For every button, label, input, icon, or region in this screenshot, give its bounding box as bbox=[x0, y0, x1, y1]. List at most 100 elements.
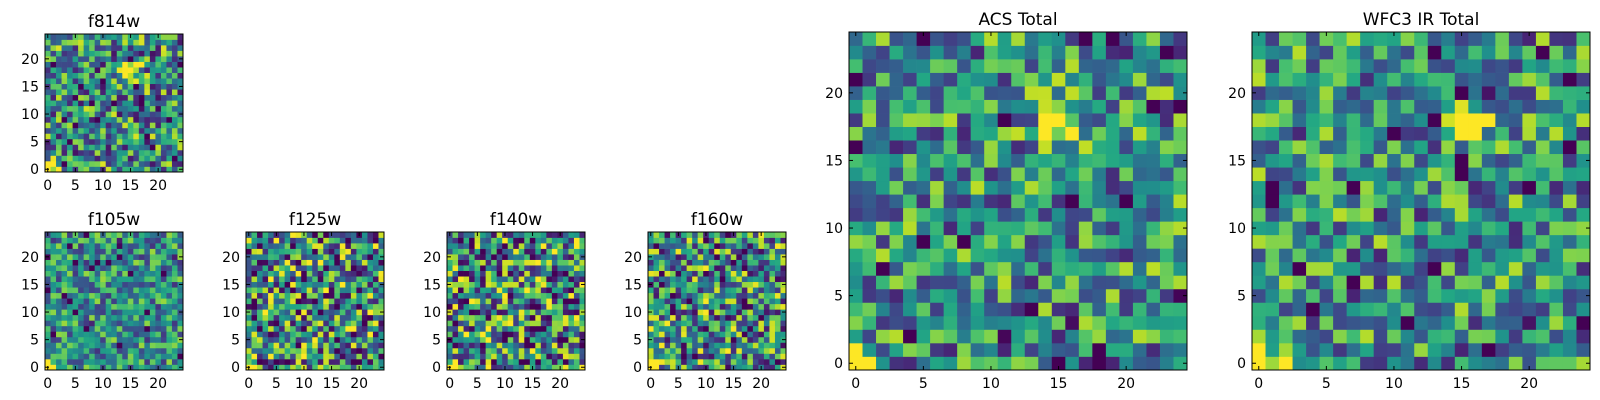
heatmap-cell bbox=[67, 358, 73, 365]
heatmap-cell bbox=[149, 67, 156, 73]
heatmap-cell bbox=[681, 232, 687, 238]
heatmap-cell bbox=[659, 309, 665, 316]
heatmap-cell bbox=[67, 50, 73, 57]
heatmap-cell bbox=[378, 270, 385, 277]
heatmap-cell bbox=[273, 303, 280, 310]
heatmap-cell bbox=[1481, 342, 1496, 357]
heatmap-cell bbox=[317, 259, 324, 266]
heatmap-cell bbox=[127, 342, 134, 349]
heatmap-cell bbox=[480, 325, 486, 332]
heatmap-cell bbox=[670, 287, 676, 294]
heatmap-cell bbox=[984, 315, 999, 330]
heatmap-cell bbox=[1306, 248, 1320, 263]
heatmap-cell bbox=[546, 287, 553, 294]
heatmap-cell bbox=[725, 270, 732, 277]
heatmap-cell bbox=[518, 292, 525, 299]
heatmap-cell bbox=[78, 314, 84, 321]
heatmap-cell bbox=[67, 45, 73, 51]
heatmap-cell bbox=[889, 356, 904, 371]
heatmap-cell bbox=[579, 259, 586, 266]
heatmap-cell bbox=[970, 261, 985, 276]
heatmap-cell bbox=[323, 298, 330, 305]
heatmap-cell bbox=[295, 259, 302, 266]
heatmap-cell bbox=[1522, 126, 1537, 141]
heatmap-cell bbox=[1508, 234, 1523, 249]
heatmap-cell bbox=[469, 232, 475, 238]
heatmap-cell bbox=[306, 336, 313, 343]
heatmap-cell bbox=[502, 320, 509, 327]
heatmap-cell bbox=[1092, 113, 1107, 127]
heatmap-cell bbox=[930, 207, 944, 222]
heatmap-cell bbox=[122, 303, 129, 310]
heatmap-cell bbox=[1441, 356, 1456, 371]
heatmap-cell bbox=[45, 353, 51, 360]
heatmap-cell bbox=[83, 292, 90, 299]
heatmap-cell bbox=[133, 116, 140, 123]
heatmap-cell bbox=[1495, 329, 1510, 344]
x-tick-label: 10 bbox=[94, 178, 112, 194]
heatmap-cell bbox=[719, 314, 726, 321]
heatmap-cell bbox=[670, 353, 676, 360]
heatmap-cell bbox=[144, 303, 151, 310]
heatmap-cell bbox=[579, 243, 586, 249]
heatmap-cell bbox=[1105, 342, 1120, 357]
heatmap-cell bbox=[1360, 72, 1375, 87]
heatmap-cell bbox=[943, 207, 958, 222]
heatmap-cell bbox=[328, 358, 335, 365]
heatmap-cell bbox=[849, 140, 863, 155]
heatmap-cell bbox=[540, 281, 547, 288]
heatmap-cell bbox=[177, 243, 184, 249]
heatmap-cell bbox=[149, 259, 156, 266]
heatmap-cell bbox=[295, 320, 302, 327]
heatmap-cell bbox=[67, 100, 73, 107]
heatmap-cell bbox=[653, 281, 660, 288]
heatmap-cell bbox=[1119, 99, 1134, 114]
heatmap-cell bbox=[463, 287, 470, 294]
heatmap-cell bbox=[725, 248, 732, 255]
heatmap-cell bbox=[339, 320, 346, 327]
panel-title: f140w bbox=[490, 210, 542, 230]
heatmap-cell bbox=[719, 243, 726, 249]
heatmap-cell bbox=[144, 34, 151, 40]
heatmap-cell bbox=[708, 364, 715, 371]
heatmap-cell bbox=[72, 144, 79, 151]
heatmap-cell bbox=[957, 221, 972, 236]
heatmap-cell bbox=[474, 347, 481, 354]
heatmap-cell bbox=[1292, 113, 1307, 127]
heatmap-cell bbox=[1414, 302, 1429, 317]
heatmap-cell bbox=[166, 254, 173, 260]
heatmap-cell bbox=[862, 221, 877, 236]
heatmap-cell bbox=[518, 281, 525, 288]
heatmap-cell bbox=[562, 259, 569, 266]
heatmap-cell bbox=[889, 248, 904, 263]
heatmap-cell bbox=[458, 292, 464, 299]
heatmap-cell bbox=[1038, 140, 1053, 155]
x-tick-label: 20 bbox=[1117, 376, 1135, 392]
heatmap-cell bbox=[1024, 86, 1039, 100]
heatmap-cell bbox=[122, 298, 129, 305]
heatmap-cell bbox=[171, 111, 178, 118]
heatmap-cell bbox=[1051, 113, 1066, 127]
heatmap-cell bbox=[736, 347, 743, 354]
heatmap-cell bbox=[45, 45, 51, 51]
heatmap-cell bbox=[1387, 59, 1402, 73]
heatmap-cell bbox=[1092, 86, 1107, 100]
heatmap-cell bbox=[295, 254, 302, 260]
heatmap-cell bbox=[562, 320, 569, 327]
heatmap-cell bbox=[133, 155, 140, 162]
heatmap-cell bbox=[568, 265, 575, 271]
heatmap-cell bbox=[513, 342, 520, 349]
heatmap-cell bbox=[177, 72, 184, 79]
heatmap-cell bbox=[171, 155, 178, 162]
heatmap-cell bbox=[579, 303, 586, 310]
heatmap-cell bbox=[290, 342, 297, 349]
heatmap-cell bbox=[697, 353, 704, 360]
heatmap-cell bbox=[138, 298, 145, 305]
heatmap-cell bbox=[984, 329, 999, 344]
heatmap-cell bbox=[89, 67, 96, 73]
heatmap-cell bbox=[290, 248, 297, 255]
heatmap-cell bbox=[138, 248, 145, 255]
heatmap-cell bbox=[1265, 207, 1280, 222]
heatmap-cell bbox=[1306, 72, 1320, 87]
